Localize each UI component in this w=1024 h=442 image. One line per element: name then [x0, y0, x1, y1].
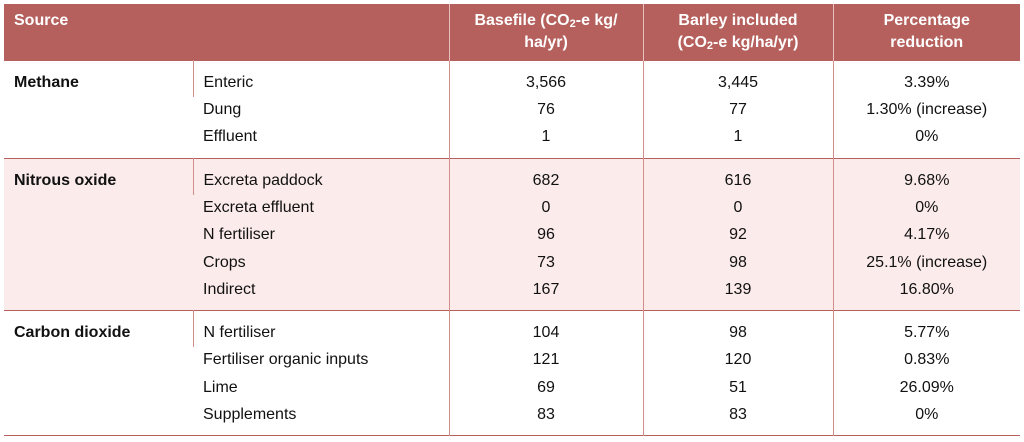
row-basefile: 76 — [448, 97, 643, 125]
group-carbon-dioxide: Carbon dioxide N fertiliser 104 98 5.77%… — [4, 310, 1020, 436]
row-barley: 92 — [642, 222, 833, 250]
row-reduction: 26.09% — [832, 374, 1020, 402]
row-item: N fertiliser — [193, 222, 449, 250]
category-label: Methane — [4, 60, 193, 159]
row-reduction: 0.83% — [832, 347, 1020, 375]
row-reduction: 5.77% — [832, 310, 1020, 348]
table-row: Nitrous oxide Excreta paddock 682 616 9.… — [4, 158, 1020, 311]
category-label: Carbon dioxide — [4, 310, 193, 436]
row-basefile: 104 — [448, 310, 643, 348]
row-item: Enteric — [192, 60, 449, 98]
header-percentage-reduction: Percentage reduction — [833, 4, 1020, 61]
row-item: Dung — [193, 97, 449, 125]
table-row: Fertiliser organic inputs 121 120 0.83% — [4, 347, 1020, 375]
row-barley: 83 — [642, 401, 833, 436]
emissions-table: Source Basefile (CO2-e kg/ha/yr) Barley … — [4, 4, 1020, 436]
row-barley: 3,445 — [642, 60, 833, 98]
row-reduction: 3.39% — [832, 60, 1020, 98]
row-item: Lime — [193, 374, 449, 402]
row-basefile: 83 — [448, 401, 643, 436]
group-methane: Methane Enteric 3,566 3,445 3.39% Dung 7… — [4, 60, 1020, 159]
row-basefile: 3,566 — [448, 60, 643, 98]
header-row: Source Basefile (CO2-e kg/ha/yr) Barley … — [4, 4, 1020, 61]
row-barley: 98 — [642, 249, 833, 277]
header-barley-included: Barley included (CO2-e kg/ha/yr) — [643, 4, 834, 61]
row-barley: 139 — [642, 276, 833, 311]
table-row: Carbon dioxide N fertiliser 104 98 5.77% — [4, 310, 1020, 436]
row-reduction: 25.1% (increase) — [832, 249, 1020, 277]
row-basefile: 0 — [448, 195, 643, 223]
row-basefile: 682 — [448, 158, 643, 196]
row-barley: 98 — [642, 310, 833, 348]
row-basefile: 1 — [448, 124, 643, 159]
row-barley: 616 — [642, 158, 833, 196]
table-row: Dung 76 77 1.30% (increase) — [4, 97, 1020, 125]
row-item: Indirect — [193, 276, 449, 311]
row-item: Effluent — [193, 124, 449, 159]
row-basefile: 69 — [448, 374, 643, 402]
row-item: Fertiliser organic inputs — [193, 347, 449, 375]
row-reduction: 0% — [832, 401, 1020, 436]
table-row: Indirect 167 139 16.80% — [4, 276, 1020, 311]
table-header: Source Basefile (CO2-e kg/ha/yr) Barley … — [4, 4, 1020, 61]
table-row: Effluent 1 1 0% — [4, 124, 1020, 159]
header-basefile: Basefile (CO2-e kg/ha/yr) — [449, 4, 644, 61]
table-row: Lime 69 51 26.09% — [4, 374, 1020, 402]
row-barley: 1 — [642, 124, 833, 159]
table-row: N fertiliser 96 92 4.17% — [4, 222, 1020, 250]
row-barley: 120 — [642, 347, 833, 375]
row-basefile: 167 — [448, 276, 643, 311]
row-barley: 77 — [642, 97, 833, 125]
row-reduction: 9.68% — [832, 158, 1020, 196]
table-row: Methane Enteric 3,566 3,445 3.39% — [4, 60, 1020, 159]
row-reduction: 0% — [832, 195, 1020, 223]
row-item: Excreta paddock — [192, 158, 449, 196]
row-item: Excreta effluent — [193, 195, 449, 223]
row-item: N fertiliser — [192, 310, 449, 348]
row-barley: 51 — [642, 374, 833, 402]
row-reduction: 1.30% (increase) — [832, 97, 1020, 125]
row-barley: 0 — [642, 195, 833, 223]
row-reduction: 16.80% — [832, 276, 1020, 311]
row-reduction: 4.17% — [832, 222, 1020, 250]
row-item: Supplements — [193, 401, 449, 436]
category-label: Nitrous oxide — [4, 158, 193, 311]
row-item: Crops — [193, 249, 449, 277]
row-basefile: 73 — [448, 249, 643, 277]
group-nitrous-oxide: Nitrous oxide Excreta paddock 682 616 9.… — [4, 158, 1020, 311]
table-row: Supplements 83 83 0% — [4, 401, 1020, 436]
row-basefile: 96 — [448, 222, 643, 250]
row-reduction: 0% — [832, 124, 1020, 159]
row-basefile: 121 — [448, 347, 643, 375]
header-source: Source — [4, 4, 450, 61]
table-row: Excreta effluent 0 0 0% — [4, 195, 1020, 223]
table-row: Crops 73 98 25.1% (increase) — [4, 249, 1020, 277]
